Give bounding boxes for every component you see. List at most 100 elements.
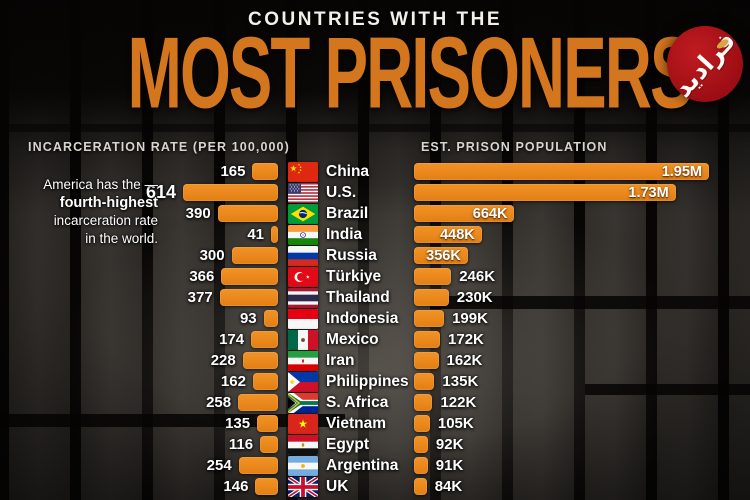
country-label: Argentina bbox=[326, 456, 399, 474]
left-column-header: INCARCERATION RATE (PER 100,000) bbox=[28, 140, 290, 154]
rate-value: 41 bbox=[247, 226, 264, 243]
country-label: U.S. bbox=[326, 183, 357, 201]
page-title: MOST PRISONERS bbox=[127, 15, 693, 130]
country-label: Russia bbox=[326, 246, 377, 264]
population-value: 135K bbox=[442, 373, 479, 390]
row-philippines: 162 Philippines 135K bbox=[0, 371, 750, 392]
population-value: 84K bbox=[434, 478, 463, 495]
right-column-header: EST. PRISON POPULATION bbox=[421, 140, 608, 154]
rate-value: 228 bbox=[210, 352, 236, 369]
population-bar: 448K bbox=[414, 226, 482, 243]
rate-value: 93 bbox=[239, 310, 257, 327]
flag-thailand-icon bbox=[288, 287, 318, 308]
row-egypt: 116 Egypt 92K bbox=[0, 434, 750, 455]
row-argentina: 254 Argentina 91K bbox=[0, 455, 750, 476]
rate-bar bbox=[183, 184, 278, 201]
rate-bar bbox=[263, 310, 278, 327]
rate-value: 116 bbox=[228, 436, 254, 453]
rate-bar bbox=[252, 163, 278, 180]
country-label: China bbox=[326, 162, 370, 180]
population-bar: 356K bbox=[414, 247, 468, 264]
flag-uk-icon bbox=[288, 476, 318, 497]
rate-value: 146 bbox=[223, 478, 249, 495]
population-value: 105K bbox=[437, 415, 474, 432]
row-china: 165 China 1.95M bbox=[0, 161, 750, 182]
population-value: 172K bbox=[448, 331, 484, 348]
annotation-line: America has the — bbox=[43, 177, 158, 192]
annotation-line: incarceration rate bbox=[53, 213, 158, 228]
flag-iran-icon bbox=[288, 350, 318, 371]
country-label: Brazil bbox=[326, 204, 369, 222]
population-value: 664K bbox=[472, 205, 508, 222]
population-bar bbox=[414, 352, 439, 369]
rate-value: 258 bbox=[206, 394, 232, 411]
faradid-logo-text: فرادید bbox=[668, 25, 742, 103]
rate-bar bbox=[238, 457, 278, 474]
rate-bar bbox=[242, 352, 278, 369]
rate-value: 300 bbox=[199, 247, 225, 264]
flag-russia-icon bbox=[288, 245, 318, 266]
population-value: 92K bbox=[435, 436, 464, 453]
chart-rows: 165 China 1.95M 614 U.S. 1.73M 390 Brazi… bbox=[0, 161, 750, 497]
population-bar bbox=[414, 394, 433, 411]
population-value: 356K bbox=[426, 247, 461, 264]
rate-value: 174 bbox=[219, 331, 245, 348]
rate-value: 135 bbox=[225, 415, 251, 432]
rate-value: 165 bbox=[220, 163, 246, 180]
rate-value: 254 bbox=[206, 457, 232, 474]
rate-bar bbox=[221, 268, 278, 285]
country-label: Indonesia bbox=[326, 309, 399, 327]
annotation-line: in the world. bbox=[85, 231, 158, 246]
row-india: 41 India 448K bbox=[0, 224, 750, 245]
flag-india-icon bbox=[288, 224, 318, 245]
row-safrica: 258 S. Africa 122K bbox=[0, 392, 750, 413]
population-bar: 1.95M bbox=[414, 163, 709, 180]
row-us: 614 U.S. 1.73M bbox=[0, 182, 750, 203]
country-label: Thailand bbox=[326, 288, 390, 306]
population-bar bbox=[414, 331, 441, 348]
population-bar bbox=[414, 373, 435, 390]
row-turkiye: 366 Türkiye 246K bbox=[0, 266, 750, 287]
population-bar bbox=[414, 268, 452, 285]
faradid-logo: فرادید bbox=[667, 26, 743, 102]
rate-bar bbox=[271, 226, 278, 243]
population-bar bbox=[414, 478, 427, 495]
population-bar bbox=[414, 310, 445, 327]
population-bar: 664K bbox=[414, 205, 515, 222]
row-russia: 300 Russia 356K bbox=[0, 245, 750, 266]
america-annotation: America has the — fourth-highest incarce… bbox=[6, 176, 158, 248]
rate-value: 366 bbox=[189, 268, 215, 285]
population-bar: 1.73M bbox=[414, 184, 676, 201]
population-value: 122K bbox=[440, 394, 477, 411]
rate-bar bbox=[260, 436, 278, 453]
population-value: 230K bbox=[456, 289, 493, 306]
country-label: Türkiye bbox=[326, 267, 382, 285]
flag-turkiye-icon bbox=[288, 266, 318, 287]
rate-value: 377 bbox=[187, 289, 213, 306]
rate-bar bbox=[231, 247, 278, 264]
row-indonesia: 93 Indonesia 199K bbox=[0, 308, 750, 329]
rate-bar bbox=[219, 289, 278, 306]
population-bar bbox=[414, 289, 449, 306]
population-value: 1.73M bbox=[628, 184, 669, 201]
title-kicker: COUNTRIES WITH THE bbox=[248, 9, 502, 30]
country-label: India bbox=[326, 225, 363, 243]
rate-bar bbox=[255, 478, 278, 495]
flag-egypt-icon bbox=[288, 434, 318, 455]
country-label: S. Africa bbox=[326, 393, 389, 411]
population-value: 199K bbox=[452, 310, 488, 327]
country-label: UK bbox=[326, 477, 349, 495]
population-value: 246K bbox=[459, 268, 496, 285]
row-thailand: 377 Thailand 230K bbox=[0, 287, 750, 308]
flag-brazil-icon bbox=[288, 203, 318, 224]
row-uk: 146 UK 84K bbox=[0, 476, 750, 497]
row-brazil: 390 Brazil 664K bbox=[0, 203, 750, 224]
flag-mexico-icon bbox=[288, 329, 318, 350]
rate-bar bbox=[252, 373, 278, 390]
rate-value: 390 bbox=[185, 205, 211, 222]
row-vietnam: 135 Vietnam 105K bbox=[0, 413, 750, 434]
flag-vietnam-icon bbox=[288, 413, 318, 434]
flag-philippines-icon bbox=[288, 371, 318, 392]
